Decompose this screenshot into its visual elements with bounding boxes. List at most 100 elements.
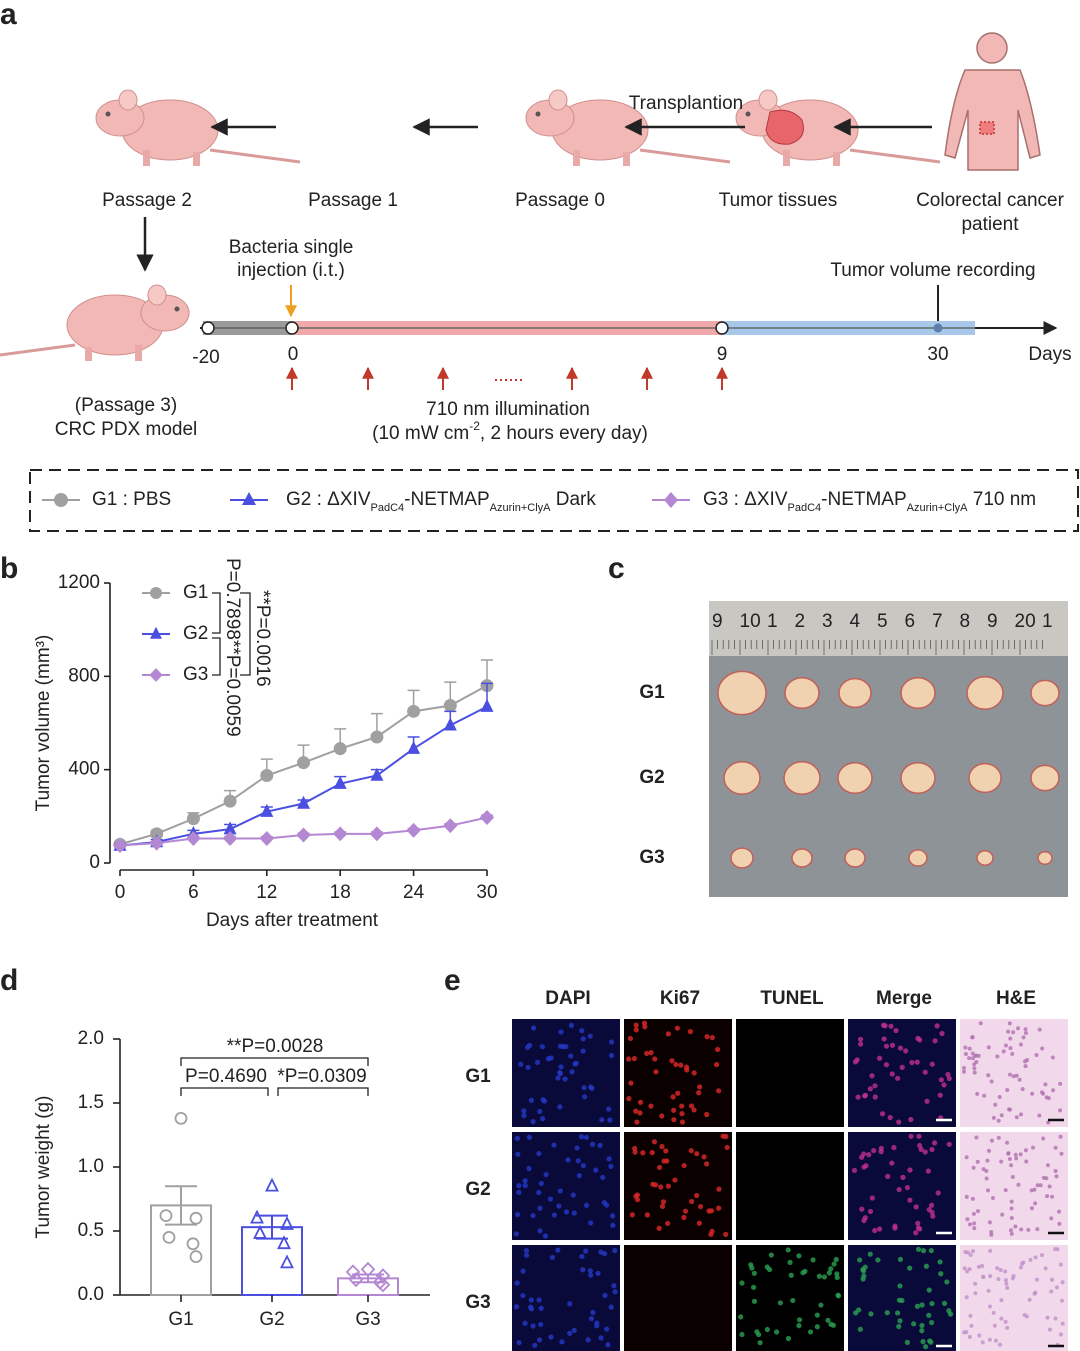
cell bbox=[1003, 1043, 1008, 1048]
y-tick-label: 0 bbox=[89, 852, 100, 873]
cell bbox=[640, 1150, 646, 1156]
cell bbox=[723, 1231, 729, 1237]
cell bbox=[694, 1192, 700, 1199]
cell bbox=[810, 1257, 816, 1263]
cell bbox=[972, 1226, 977, 1231]
cell bbox=[980, 1264, 985, 1269]
cell bbox=[672, 1177, 678, 1183]
cell bbox=[583, 1202, 590, 1208]
cell bbox=[538, 1305, 544, 1311]
cell bbox=[537, 1228, 543, 1234]
cell bbox=[669, 1058, 675, 1064]
y-tick-label: 0.0 bbox=[78, 1284, 104, 1305]
cell bbox=[1035, 1227, 1040, 1232]
label: Passage 2 bbox=[102, 190, 192, 211]
cell bbox=[568, 1053, 574, 1059]
cell bbox=[903, 1048, 909, 1054]
cell bbox=[626, 1056, 632, 1062]
cell bbox=[634, 1197, 641, 1203]
cell bbox=[674, 1025, 681, 1031]
cell bbox=[899, 1297, 905, 1304]
cell bbox=[975, 1091, 980, 1096]
cell bbox=[649, 1150, 655, 1156]
ruler-label: 2 bbox=[795, 611, 806, 632]
label: CRC PDX model bbox=[55, 419, 198, 440]
cell bbox=[896, 1323, 902, 1330]
cell bbox=[872, 1227, 878, 1234]
cell bbox=[993, 1102, 998, 1107]
legend-text: G1 : PBS bbox=[92, 489, 171, 510]
cell bbox=[972, 1070, 977, 1075]
cell bbox=[739, 1331, 745, 1338]
x-tick-label: G1 bbox=[168, 1309, 193, 1330]
cell bbox=[970, 1035, 975, 1040]
cell bbox=[877, 1055, 883, 1061]
cell bbox=[694, 1151, 700, 1157]
cell bbox=[688, 1148, 694, 1154]
cell bbox=[701, 1154, 707, 1160]
cell bbox=[597, 1142, 603, 1148]
micrograph bbox=[736, 1019, 844, 1127]
cell bbox=[941, 1300, 948, 1306]
legend-text: Azurin+ClyA bbox=[907, 502, 968, 514]
cell bbox=[982, 1093, 987, 1098]
cell bbox=[928, 1319, 935, 1326]
cell bbox=[973, 1053, 978, 1058]
ruler-label: 9 bbox=[987, 611, 998, 632]
cell bbox=[588, 1220, 594, 1226]
cell bbox=[530, 1212, 536, 1219]
cell bbox=[1046, 1096, 1051, 1101]
data-point bbox=[189, 1211, 203, 1225]
cell bbox=[547, 1196, 554, 1202]
label: Transplantion bbox=[629, 93, 743, 114]
cell bbox=[987, 1220, 992, 1225]
y-tick-label: 1200 bbox=[58, 572, 100, 593]
cell bbox=[751, 1284, 757, 1290]
data-point bbox=[297, 795, 310, 809]
cell bbox=[996, 1118, 1001, 1123]
timeline-label: Days bbox=[1028, 344, 1071, 365]
cell bbox=[595, 1270, 601, 1276]
cell bbox=[656, 1225, 662, 1231]
cell bbox=[777, 1300, 783, 1306]
cell bbox=[611, 1283, 617, 1289]
cell bbox=[985, 1158, 990, 1163]
cell bbox=[925, 1168, 931, 1174]
cell bbox=[1023, 1064, 1028, 1069]
cell bbox=[911, 1321, 917, 1327]
cell bbox=[929, 1146, 935, 1153]
cell bbox=[1058, 1081, 1063, 1086]
staining-grid: DAPI Ki67 TUNEL Merge H&E G1 G2 G3 bbox=[465, 988, 1068, 1351]
cell bbox=[858, 1041, 864, 1047]
cell bbox=[914, 1303, 921, 1309]
data-point bbox=[162, 1231, 176, 1244]
legend-text: G3 : ΔXIVPadC4-NETMAPAzurin+ClyA 710 nm bbox=[703, 489, 1036, 514]
cell bbox=[857, 1036, 864, 1042]
label: Tumor volume recording bbox=[830, 260, 1035, 281]
data-point bbox=[253, 1224, 267, 1239]
cell bbox=[526, 1165, 532, 1172]
cell bbox=[1047, 1184, 1052, 1189]
cell bbox=[896, 1186, 902, 1193]
cell bbox=[1040, 1046, 1045, 1051]
legend-marker bbox=[149, 668, 163, 682]
cell bbox=[521, 1108, 527, 1114]
cell bbox=[1058, 1108, 1063, 1113]
label: (10 mW cm-2, 2 hours every day) bbox=[372, 419, 648, 444]
x-tick-label: 30 bbox=[476, 882, 497, 903]
cell bbox=[559, 1339, 565, 1345]
cell bbox=[785, 1335, 792, 1342]
cell bbox=[543, 1172, 549, 1178]
cell bbox=[1009, 1231, 1014, 1236]
cell bbox=[1047, 1327, 1052, 1332]
data-point bbox=[297, 756, 310, 770]
cell bbox=[927, 1338, 933, 1344]
cell bbox=[530, 1323, 536, 1329]
cell bbox=[1053, 1168, 1058, 1173]
cell bbox=[604, 1326, 610, 1332]
legend-text: PadC4 bbox=[371, 502, 405, 514]
data-point bbox=[280, 1215, 294, 1230]
cell bbox=[1058, 1332, 1063, 1337]
cell bbox=[1013, 1224, 1018, 1229]
